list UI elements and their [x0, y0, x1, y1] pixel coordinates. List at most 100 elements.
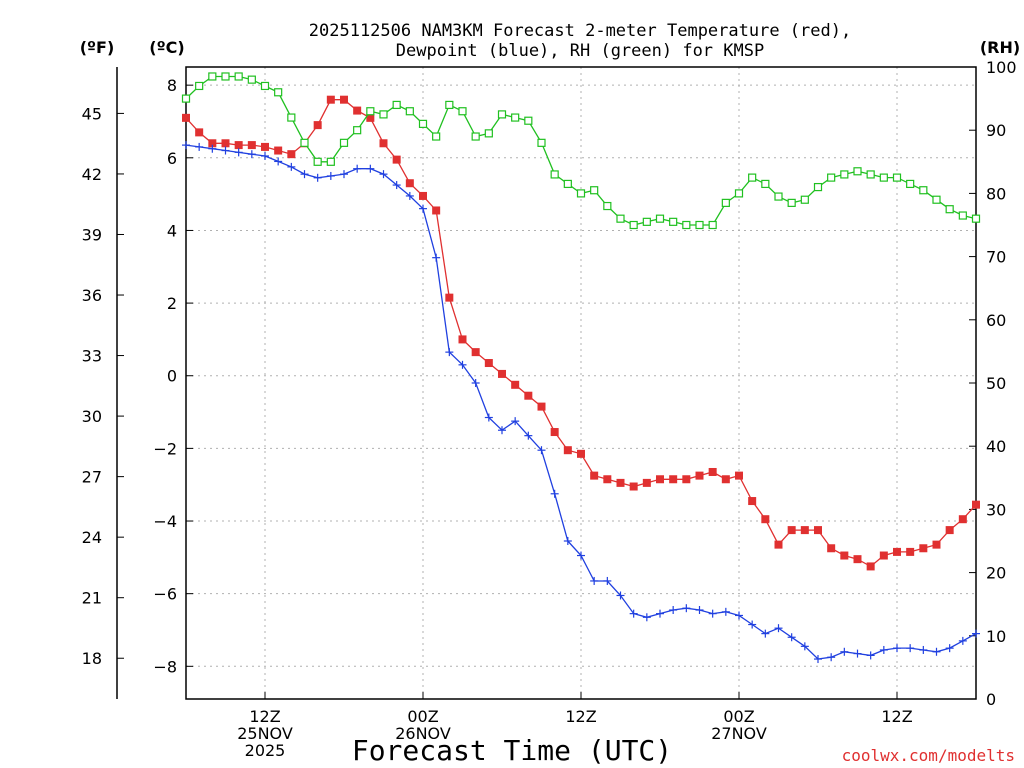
dewpoint-point: [326, 171, 335, 180]
temperature-point: [708, 467, 717, 476]
dewpoint-point: [919, 645, 928, 654]
dewpoint-point: [340, 170, 348, 179]
rh-point: [313, 157, 322, 166]
dewpoint-point: [445, 348, 454, 357]
grid-lines: [186, 67, 976, 699]
rh-point: [392, 100, 401, 110]
temperature-point: [498, 369, 506, 378]
rh-point: [484, 129, 493, 138]
rh-point: [195, 81, 204, 91]
dewpoint-point: [616, 591, 625, 600]
rh-point: [181, 94, 191, 103]
rh-point: [234, 72, 243, 81]
rh-point: [840, 170, 849, 179]
dewpoint-point: [274, 157, 283, 166]
rh-point: [405, 107, 414, 116]
rh-point: [761, 179, 770, 189]
rh-point: [260, 81, 270, 91]
celsius-tick-label: 2: [167, 294, 177, 313]
x-axis-title: Forecast Time (UTC): [352, 734, 672, 767]
rh-point: [603, 201, 612, 211]
rh-series: [181, 72, 981, 230]
rh-point: [629, 220, 638, 230]
celsius-tick-label: −4: [153, 512, 177, 531]
dewpoint-point: [735, 611, 743, 620]
dewpoint-point: [642, 613, 651, 622]
rh-point: [616, 214, 625, 223]
rh-point: [550, 170, 559, 179]
temperature-point: [695, 471, 704, 480]
rh-point: [669, 217, 678, 226]
temperature-point: [445, 293, 454, 302]
temperature-point: [629, 482, 638, 491]
rh-point: [445, 100, 454, 110]
dewpoint-point: [498, 426, 506, 435]
temperature-point: [405, 179, 414, 188]
temperature-point: [577, 449, 585, 458]
dewpoint-point: [182, 141, 190, 150]
dewpoint-line: [185, 144, 977, 660]
temperature-point: [853, 555, 862, 564]
temperature-point: [893, 547, 901, 556]
fahrenheit-tick-label: 39: [82, 225, 102, 244]
rh-point: [300, 138, 309, 147]
rh-tick-label: 20: [986, 564, 1006, 583]
dewpoint-point: [405, 191, 414, 200]
rh-point: [642, 217, 651, 226]
celsius-tick-label: 8: [167, 76, 177, 95]
dewpoint-point: [879, 645, 888, 654]
dewpoint-point: [300, 170, 309, 179]
rh-point: [537, 138, 546, 147]
rh-axis-label: (RH): [980, 38, 1020, 57]
rh-point: [958, 211, 967, 220]
rh-point: [432, 132, 441, 141]
temperature-point: [313, 121, 322, 130]
temperature-point: [774, 540, 783, 549]
credit-link[interactable]: coolwx.com/modelts: [842, 746, 1015, 765]
rh-point: [787, 198, 796, 207]
time-tick-label: 00Z: [407, 707, 438, 726]
rh-point: [879, 173, 888, 182]
rh-tick-label: 30: [986, 500, 1006, 519]
time-tick-label: 12Z: [249, 707, 280, 726]
temperature-point: [221, 139, 230, 148]
celsius-tick-label: 4: [167, 221, 177, 240]
dewpoint-point: [629, 609, 638, 618]
dewpoint-point: [682, 604, 691, 613]
rh-point: [458, 107, 467, 116]
rh-point: [866, 170, 875, 179]
dewpoint-point: [958, 636, 967, 645]
dewpoint-point: [708, 609, 717, 618]
time-tick-label: 25NOV: [237, 724, 293, 743]
fahrenheit-tick-label: 33: [82, 347, 102, 366]
rh-point: [590, 186, 599, 195]
dewpoint-point: [484, 413, 493, 422]
rh-point: [932, 195, 941, 204]
rh-point: [695, 220, 704, 230]
temperature-point: [814, 526, 822, 535]
rh-point: [682, 220, 691, 230]
dewpoint-point: [774, 624, 783, 633]
dewpoint-point: [432, 253, 441, 262]
temperature-point: [932, 540, 941, 549]
temperature-point: [326, 95, 335, 104]
celsius-tick-label: −2: [153, 439, 177, 458]
dewpoint-point: [800, 642, 809, 651]
dewpoint-point: [656, 609, 664, 618]
temperature-point: [945, 526, 954, 535]
rh-point: [274, 88, 283, 97]
dewpoint-point: [537, 446, 546, 455]
dewpoint-point: [524, 431, 533, 440]
time-tick-label: 12Z: [565, 707, 596, 726]
series-group: [181, 72, 981, 664]
dewpoint-point: [945, 644, 954, 653]
dewpoint-point: [840, 647, 849, 656]
temperature-point: [748, 497, 757, 506]
temperature-point: [287, 150, 296, 159]
rh-point: [247, 75, 256, 84]
rh-point: [524, 116, 533, 125]
dewpoint-point: [353, 164, 362, 173]
temperature-point: [879, 551, 888, 560]
